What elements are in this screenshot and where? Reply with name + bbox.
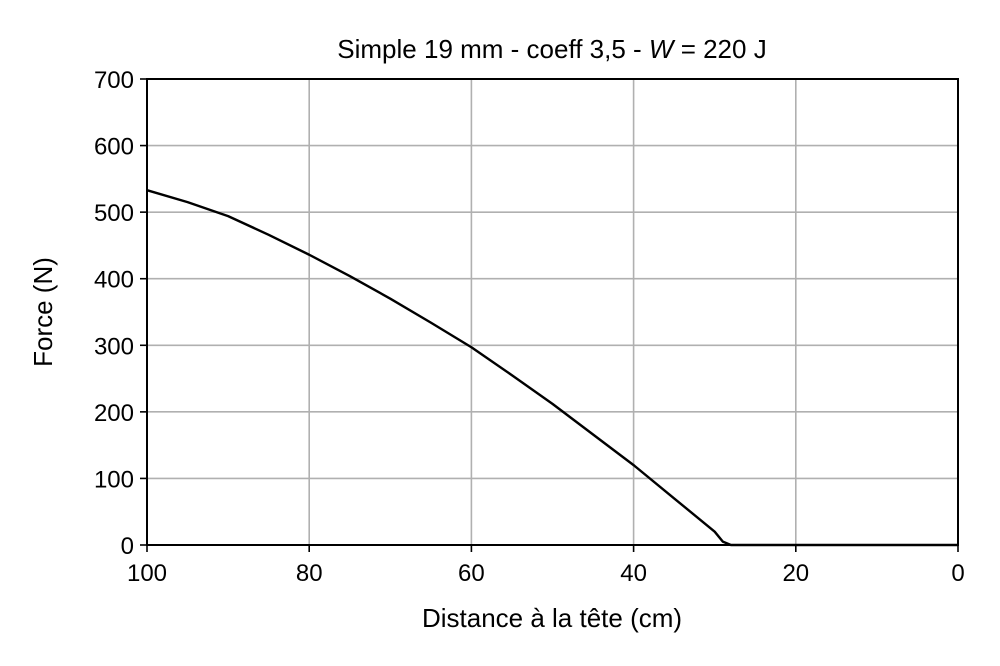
x-axis-label: Distance à la tête (cm) bbox=[422, 603, 682, 633]
x-tick-label: 100 bbox=[127, 560, 167, 587]
y-tick-label: 700 bbox=[94, 67, 134, 94]
y-tick-label: 400 bbox=[94, 267, 134, 294]
x-tick-label: 40 bbox=[620, 560, 647, 587]
y-tick-label: 300 bbox=[94, 333, 134, 360]
chart-title-suffix: = 220 J bbox=[673, 34, 766, 64]
y-tick-label: 500 bbox=[94, 200, 134, 227]
x-tick-label: 80 bbox=[296, 560, 323, 587]
y-tick-label: 600 bbox=[94, 134, 134, 161]
y-tick-label: 100 bbox=[94, 466, 134, 493]
series-layer bbox=[146, 189, 958, 547]
y-axis-label: Force (N) bbox=[28, 257, 58, 367]
y-tick-label: 200 bbox=[94, 400, 134, 427]
chart-title: Simple 19 mm - coeff 3,5 - W = 220 J bbox=[337, 34, 766, 64]
chart-title-variable: W bbox=[649, 34, 676, 64]
grid-lines bbox=[146, 78, 959, 546]
x-tick-label: 20 bbox=[782, 560, 809, 587]
plot-frame bbox=[146, 78, 959, 546]
x-tick-label: 0 bbox=[951, 560, 964, 587]
x-tick-label: 60 bbox=[458, 560, 485, 587]
series-line bbox=[146, 189, 958, 547]
y-tick-label: 0 bbox=[121, 533, 134, 560]
chart-title-prefix: Simple 19 mm - coeff 3,5 - bbox=[337, 34, 649, 64]
